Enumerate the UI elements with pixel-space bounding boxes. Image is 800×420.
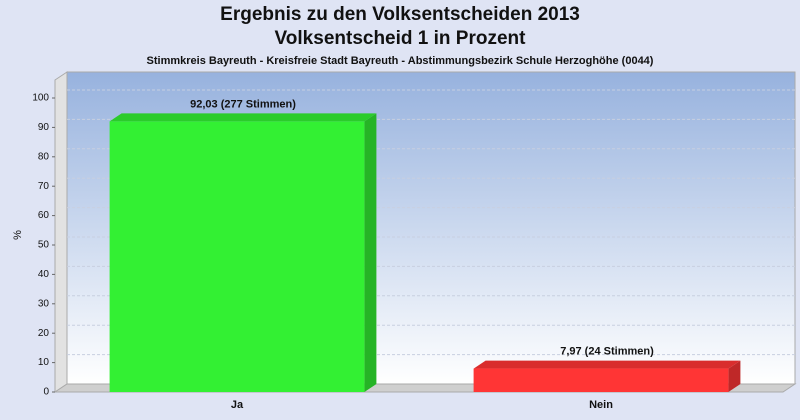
bar-side [728, 360, 741, 392]
y-tick-label: 20 [38, 328, 50, 339]
chart-title: Ergebnis zu den Volksentscheiden 2013 [220, 4, 580, 25]
y-tick-label: 80 [38, 151, 50, 162]
bar-top [473, 360, 741, 369]
y-tick-label: 0 [43, 387, 49, 398]
x-tick-label: Nein [589, 399, 613, 411]
y-tick-label: 40 [38, 269, 50, 280]
value-label: 7,97 (24 Stimmen) [560, 345, 654, 357]
value-label: 92,03 (277 Stimmen) [190, 98, 296, 110]
y-tick-label: 70 [38, 181, 50, 192]
bar-top [109, 113, 377, 122]
chart-title: Volksentscheid 1 in Prozent [275, 28, 527, 49]
y-tick-label: 30 [38, 298, 50, 309]
y-tick-label: 100 [32, 93, 49, 104]
y-tick-label: 10 [38, 357, 50, 368]
x-tick-label: Ja [231, 399, 244, 411]
bar [109, 121, 365, 393]
bar [473, 368, 729, 392]
bar-side [364, 113, 377, 393]
y-tick-label: 50 [38, 240, 50, 251]
y-tick-label: 90 [38, 122, 50, 133]
chart-subtitle: Stimmkreis Bayreuth - Kreisfreie Stadt B… [147, 55, 654, 67]
y-axis-label: % [12, 230, 24, 240]
plot-side-wall [54, 71, 68, 393]
y-tick-label: 60 [38, 210, 50, 221]
